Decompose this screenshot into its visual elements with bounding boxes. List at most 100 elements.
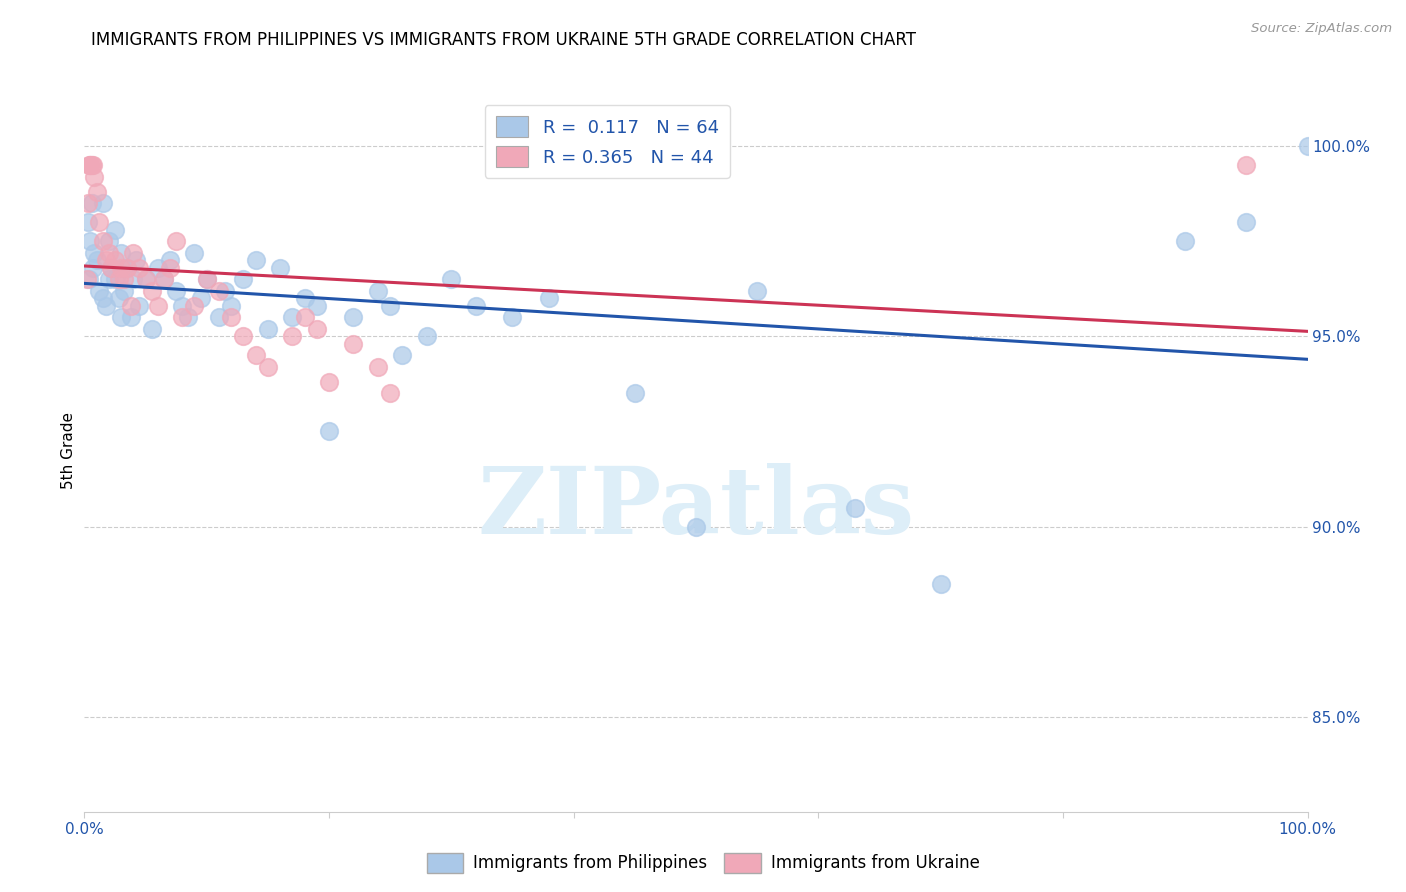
Point xyxy=(214,284,236,298)
Point xyxy=(112,272,135,286)
Point xyxy=(391,348,413,362)
Point xyxy=(305,299,328,313)
Point xyxy=(141,322,163,336)
Point xyxy=(380,299,402,313)
Point xyxy=(1236,215,1258,229)
Point xyxy=(538,291,561,305)
Point xyxy=(1236,158,1258,172)
Point xyxy=(104,272,127,286)
Point xyxy=(125,253,148,268)
Point xyxy=(97,235,120,249)
Point xyxy=(76,272,98,286)
Point xyxy=(79,158,101,172)
Point xyxy=(342,310,364,325)
Point xyxy=(100,260,122,275)
Point xyxy=(146,260,169,275)
Point xyxy=(104,223,127,237)
Point xyxy=(82,158,104,172)
Point xyxy=(929,576,952,591)
Point xyxy=(96,299,118,313)
Point xyxy=(77,196,100,211)
Point xyxy=(208,310,231,325)
Point xyxy=(146,299,169,313)
Point xyxy=(100,260,122,275)
Point xyxy=(318,375,340,389)
Point xyxy=(183,299,205,313)
Point xyxy=(112,284,135,298)
Point xyxy=(122,245,145,260)
Point xyxy=(257,359,280,374)
Point xyxy=(245,253,267,268)
Point xyxy=(1296,139,1319,153)
Point xyxy=(380,386,402,401)
Point xyxy=(183,245,205,260)
Point xyxy=(79,158,101,172)
Point xyxy=(440,272,463,286)
Point xyxy=(195,272,218,286)
Point xyxy=(232,329,254,343)
Point xyxy=(165,284,187,298)
Point xyxy=(110,310,132,325)
Point xyxy=(120,299,142,313)
Point xyxy=(232,272,254,286)
Point xyxy=(172,299,194,313)
Text: ZIPatlas: ZIPatlas xyxy=(478,463,914,553)
Point xyxy=(135,272,157,286)
Point xyxy=(77,158,100,172)
Point xyxy=(135,272,157,286)
Point xyxy=(96,253,118,268)
Point xyxy=(83,169,105,184)
Point xyxy=(91,196,114,211)
Point xyxy=(502,310,524,325)
Point xyxy=(107,291,129,305)
Point xyxy=(685,519,707,533)
Point xyxy=(159,253,181,268)
Point xyxy=(305,322,328,336)
Point xyxy=(624,386,647,401)
Point xyxy=(77,215,100,229)
Point xyxy=(281,310,304,325)
Point xyxy=(172,310,194,325)
Point xyxy=(80,158,103,172)
Point xyxy=(86,253,108,268)
Point xyxy=(318,425,340,439)
Point xyxy=(128,260,150,275)
Point xyxy=(82,260,104,275)
Legend: R =  0.117   N = 64, R = 0.365   N = 44: R = 0.117 N = 64, R = 0.365 N = 44 xyxy=(485,105,730,178)
Point xyxy=(97,272,120,286)
Point xyxy=(91,235,114,249)
Point xyxy=(86,185,108,199)
Point xyxy=(159,260,181,275)
Point xyxy=(367,284,389,298)
Text: Source: ZipAtlas.com: Source: ZipAtlas.com xyxy=(1251,22,1392,36)
Point xyxy=(294,310,316,325)
Point xyxy=(77,272,100,286)
Point xyxy=(190,291,212,305)
Point xyxy=(115,260,138,275)
Point xyxy=(464,299,486,313)
Point xyxy=(87,284,110,298)
Point xyxy=(120,310,142,325)
Point xyxy=(87,215,110,229)
Point xyxy=(104,253,127,268)
Point xyxy=(107,272,129,286)
Point xyxy=(257,322,280,336)
Point xyxy=(153,272,176,286)
Point xyxy=(110,260,132,275)
Point xyxy=(165,235,187,249)
Point xyxy=(342,337,364,351)
Point xyxy=(80,196,103,211)
Point xyxy=(219,310,242,325)
Point xyxy=(269,260,291,275)
Point xyxy=(416,329,439,343)
Point xyxy=(97,245,120,260)
Point xyxy=(83,245,105,260)
Point xyxy=(208,284,231,298)
Point xyxy=(294,291,316,305)
Point xyxy=(79,235,101,249)
Point xyxy=(177,310,200,325)
Y-axis label: 5th Grade: 5th Grade xyxy=(60,412,76,489)
Point xyxy=(1174,235,1197,249)
Legend: Immigrants from Philippines, Immigrants from Ukraine: Immigrants from Philippines, Immigrants … xyxy=(420,847,986,880)
Point xyxy=(115,260,138,275)
